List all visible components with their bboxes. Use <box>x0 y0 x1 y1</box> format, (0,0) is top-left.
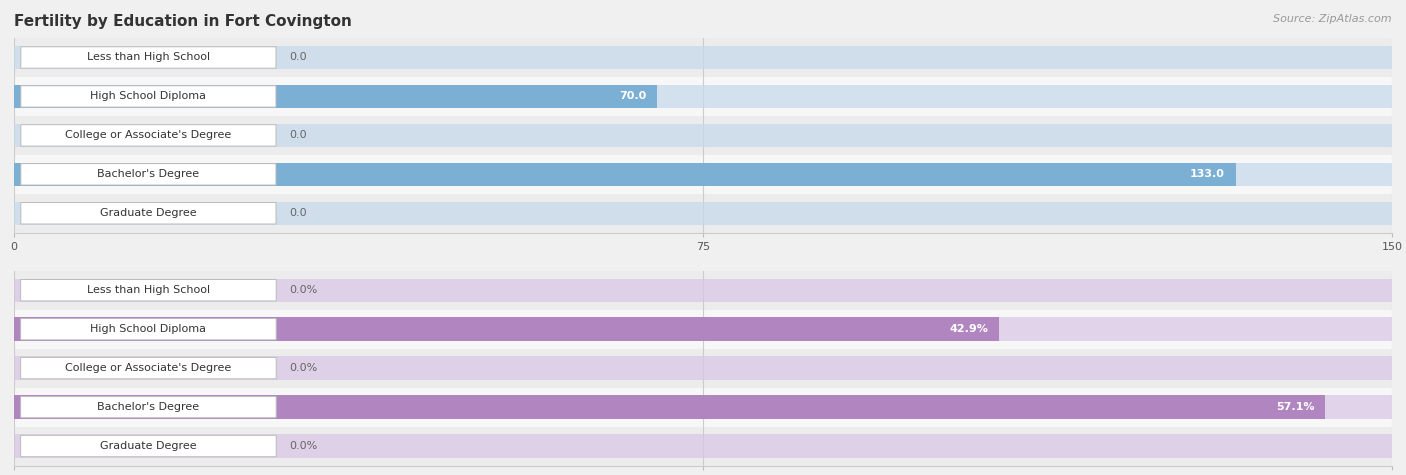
Text: 42.9%: 42.9% <box>949 324 988 334</box>
Bar <box>14 427 1392 466</box>
Text: 0.0%: 0.0% <box>290 363 318 373</box>
Bar <box>14 349 1392 388</box>
FancyBboxPatch shape <box>21 396 276 418</box>
Text: 0.0: 0.0 <box>290 130 308 141</box>
Text: Less than High School: Less than High School <box>87 285 209 295</box>
FancyBboxPatch shape <box>21 357 276 379</box>
Bar <box>14 162 1392 186</box>
Text: College or Associate's Degree: College or Associate's Degree <box>65 130 232 141</box>
Bar <box>14 77 1392 116</box>
Bar <box>14 434 1392 458</box>
Text: 0.0%: 0.0% <box>290 285 318 295</box>
Bar <box>14 124 1392 147</box>
Text: 0.0: 0.0 <box>290 208 308 219</box>
FancyBboxPatch shape <box>21 86 276 107</box>
Bar <box>14 85 1392 108</box>
FancyBboxPatch shape <box>21 435 276 457</box>
Bar <box>14 38 1392 77</box>
Text: Less than High School: Less than High School <box>87 52 209 63</box>
Bar <box>14 317 1000 341</box>
Text: College or Associate's Degree: College or Associate's Degree <box>65 363 232 373</box>
Bar <box>14 155 1392 194</box>
FancyBboxPatch shape <box>21 318 276 340</box>
Bar <box>14 278 1392 302</box>
Text: Graduate Degree: Graduate Degree <box>100 208 197 219</box>
Bar <box>14 395 1326 419</box>
Text: High School Diploma: High School Diploma <box>90 91 207 102</box>
Text: Bachelor's Degree: Bachelor's Degree <box>97 169 200 180</box>
Text: High School Diploma: High School Diploma <box>90 324 207 334</box>
Text: Source: ZipAtlas.com: Source: ZipAtlas.com <box>1274 14 1392 24</box>
Bar <box>14 85 657 108</box>
Text: Graduate Degree: Graduate Degree <box>100 441 197 451</box>
Bar <box>14 356 1392 380</box>
Bar <box>14 162 1236 186</box>
Bar <box>14 46 1392 69</box>
FancyBboxPatch shape <box>21 202 276 224</box>
Bar <box>14 271 1392 310</box>
FancyBboxPatch shape <box>21 124 276 146</box>
Text: 133.0: 133.0 <box>1189 169 1225 180</box>
Text: Bachelor's Degree: Bachelor's Degree <box>97 402 200 412</box>
FancyBboxPatch shape <box>21 163 276 185</box>
Text: Fertility by Education in Fort Covington: Fertility by Education in Fort Covington <box>14 14 352 29</box>
FancyBboxPatch shape <box>21 47 276 68</box>
Bar <box>14 194 1392 233</box>
Bar <box>14 310 1392 349</box>
Text: 70.0: 70.0 <box>619 91 645 102</box>
Bar <box>14 395 1392 419</box>
Text: 0.0%: 0.0% <box>290 441 318 451</box>
Bar <box>14 388 1392 427</box>
Bar <box>14 116 1392 155</box>
Bar <box>14 201 1392 225</box>
Bar <box>14 317 1392 341</box>
Text: 0.0: 0.0 <box>290 52 308 63</box>
Text: 57.1%: 57.1% <box>1275 402 1315 412</box>
FancyBboxPatch shape <box>21 279 276 301</box>
